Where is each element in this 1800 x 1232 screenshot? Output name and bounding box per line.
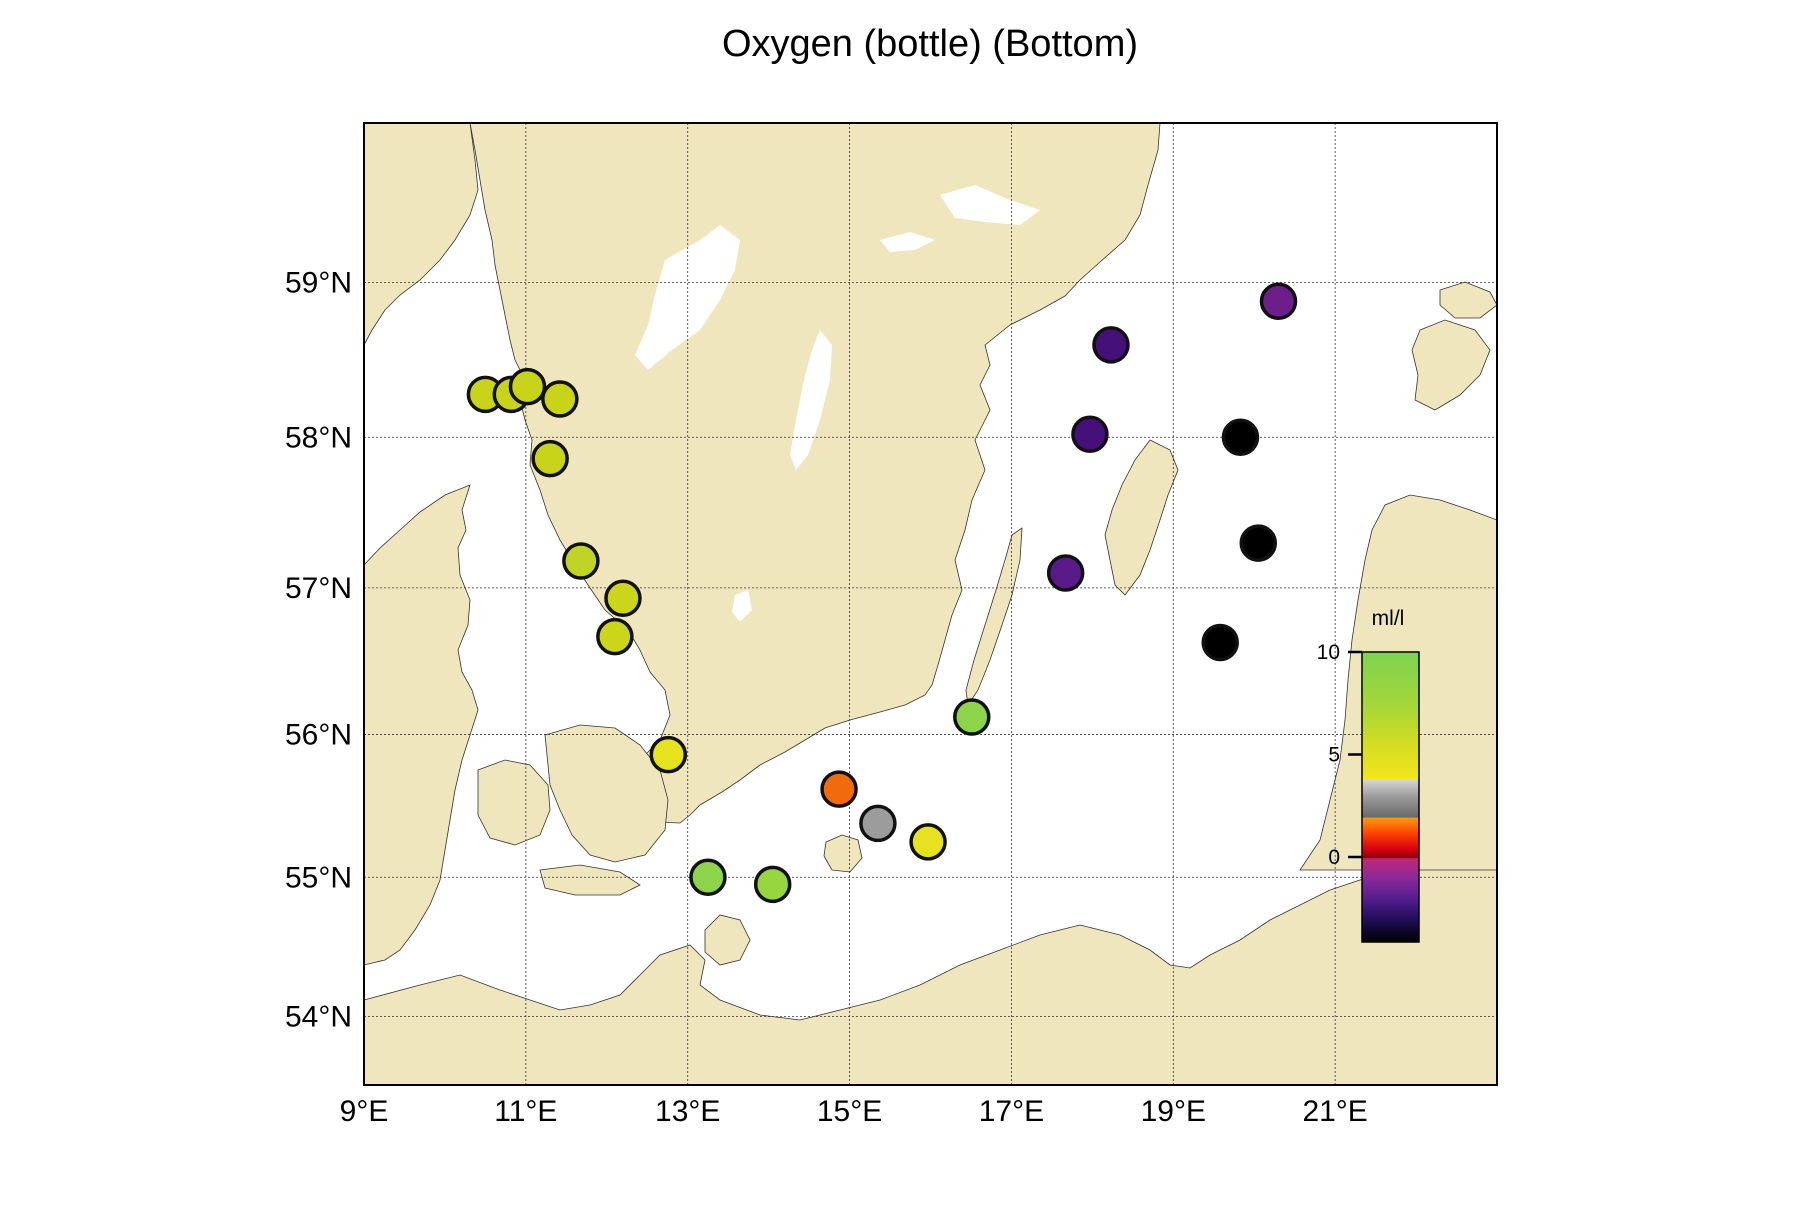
lon-tick-label: 9°E bbox=[340, 1095, 389, 1128]
station-marker: 5.3 ml/l bbox=[909, 823, 947, 861]
station-marker: -2 ml/l bbox=[1046, 554, 1085, 592]
station-marker: 3.4 ml/l bbox=[859, 804, 897, 843]
colorbar-unit: ml/l bbox=[1372, 607, 1405, 630]
station-marker: -2.6 ml/l bbox=[1092, 326, 1130, 364]
lat-tick-label: 57°N bbox=[285, 572, 352, 605]
lon-tick-label: 19°E bbox=[1141, 1095, 1206, 1128]
station-marker: 6.8 ml/l bbox=[541, 380, 579, 418]
station-marker: 8.8 ml/l bbox=[753, 865, 792, 904]
land-oland bbox=[965, 527, 1023, 707]
station-marker: -4 ml/l bbox=[1221, 418, 1260, 457]
land-saaremaa bbox=[1411, 319, 1491, 411]
station-marker: -4 ml/l bbox=[1239, 524, 1278, 562]
colorbar-tick-label: 0 bbox=[1328, 846, 1340, 869]
station-marker: -1.8 ml/l bbox=[1259, 282, 1298, 320]
colorbar-tick-label: 10 bbox=[1317, 641, 1340, 664]
lat-tick-label: 54°N bbox=[285, 1001, 352, 1034]
land-hiiumaa bbox=[1439, 281, 1497, 319]
station-marker: 6.7 ml/l bbox=[604, 579, 642, 617]
lat-tick-label: 58°N bbox=[285, 421, 352, 454]
lon-tick-label: 17°E bbox=[979, 1095, 1044, 1128]
station-marker: 6.7 ml/l bbox=[596, 617, 634, 656]
land-norway bbox=[364, 123, 479, 346]
land-rugen bbox=[704, 914, 751, 966]
lake-vattern bbox=[790, 330, 832, 470]
map-frame bbox=[363, 122, 1498, 1086]
land-funen bbox=[477, 759, 551, 846]
station-marker: 1.8 ml/l bbox=[820, 770, 858, 808]
graticule bbox=[364, 123, 1497, 1085]
land-jutland bbox=[364, 484, 479, 966]
map-title: Oxygen (bottle) (Bottom) bbox=[722, 23, 1138, 65]
lon-tick-label: 13°E bbox=[655, 1095, 720, 1128]
land-zealand bbox=[544, 724, 669, 863]
longitude-labels: 9°E 11°E 13°E 15°E 17°E 19°E 21°E bbox=[340, 1095, 1368, 1128]
land-gotland bbox=[1104, 439, 1179, 596]
station-marker: 6.9 ml/l bbox=[531, 439, 569, 478]
land-bornholm bbox=[823, 834, 863, 873]
station-marker: -2.6 ml/l bbox=[1071, 415, 1109, 453]
lat-tick-label: 55°N bbox=[285, 861, 352, 894]
colorbar-ticks: 10 5 0 bbox=[1317, 641, 1362, 869]
land-south-coast bbox=[364, 854, 1497, 1085]
lon-tick-label: 11°E bbox=[494, 1095, 557, 1128]
station-marker: 9 ml/l bbox=[953, 698, 991, 736]
lat-tick-label: 56°N bbox=[285, 718, 352, 751]
land-lolland bbox=[539, 864, 641, 896]
station-marker: 6.9 ml/l bbox=[508, 367, 547, 406]
station-marker: -4 ml/l bbox=[1201, 623, 1239, 662]
station-marker: 7 ml/l bbox=[562, 542, 600, 580]
lake-bolmen bbox=[732, 590, 752, 622]
map-area: 6.8 ml/l6.9 ml/l6.9 ml/l6.8 ml/l6.9 ml/l… bbox=[364, 123, 1497, 1085]
latitude-labels: 54°N 55°N 56°N 57°N 58°N 59°N bbox=[285, 266, 352, 1033]
colorbar-tick-label: 5 bbox=[1328, 744, 1340, 767]
lake-malaren bbox=[940, 185, 1040, 225]
colorbar: ml/l 10 5 0 bbox=[1317, 607, 1420, 943]
station-markers: 6.8 ml/l6.9 ml/l6.9 ml/l6.8 ml/l6.9 ml/l… bbox=[466, 282, 1298, 904]
lon-tick-label: 15°E bbox=[817, 1095, 882, 1128]
station-marker: 9 ml/l bbox=[689, 858, 727, 897]
station-marker: 5.4 ml/l bbox=[649, 735, 688, 774]
lat-tick-label: 59°N bbox=[285, 266, 352, 299]
colorbar-gradient bbox=[1361, 651, 1420, 943]
lake-vanern bbox=[635, 225, 740, 370]
lon-tick-label: 21°E bbox=[1302, 1095, 1367, 1128]
lake-hjalmaren bbox=[880, 232, 935, 252]
